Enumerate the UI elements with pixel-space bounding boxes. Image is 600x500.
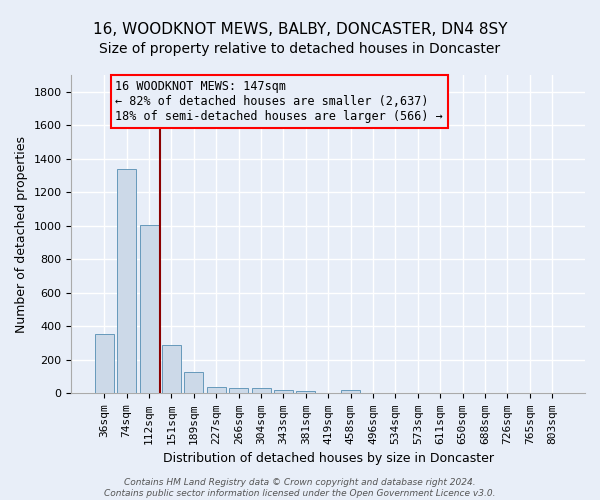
- Bar: [162, 345, 181, 394]
- Bar: [341, 390, 360, 394]
- Bar: [251, 388, 271, 394]
- Bar: [117, 169, 136, 394]
- Text: 16, WOODKNOT MEWS, BALBY, DONCASTER, DN4 8SY: 16, WOODKNOT MEWS, BALBY, DONCASTER, DN4…: [93, 22, 507, 38]
- Text: Contains HM Land Registry data © Crown copyright and database right 2024.
Contai: Contains HM Land Registry data © Crown c…: [104, 478, 496, 498]
- Text: Size of property relative to detached houses in Doncaster: Size of property relative to detached ho…: [100, 42, 500, 56]
- Bar: [274, 390, 293, 394]
- Bar: [207, 386, 226, 394]
- X-axis label: Distribution of detached houses by size in Doncaster: Distribution of detached houses by size …: [163, 452, 494, 465]
- Bar: [184, 372, 203, 394]
- Bar: [296, 391, 316, 394]
- Text: 16 WOODKNOT MEWS: 147sqm
← 82% of detached houses are smaller (2,637)
18% of sem: 16 WOODKNOT MEWS: 147sqm ← 82% of detach…: [115, 80, 443, 123]
- Bar: [229, 388, 248, 394]
- Y-axis label: Number of detached properties: Number of detached properties: [15, 136, 28, 332]
- Bar: [140, 225, 158, 394]
- Bar: [95, 334, 114, 394]
